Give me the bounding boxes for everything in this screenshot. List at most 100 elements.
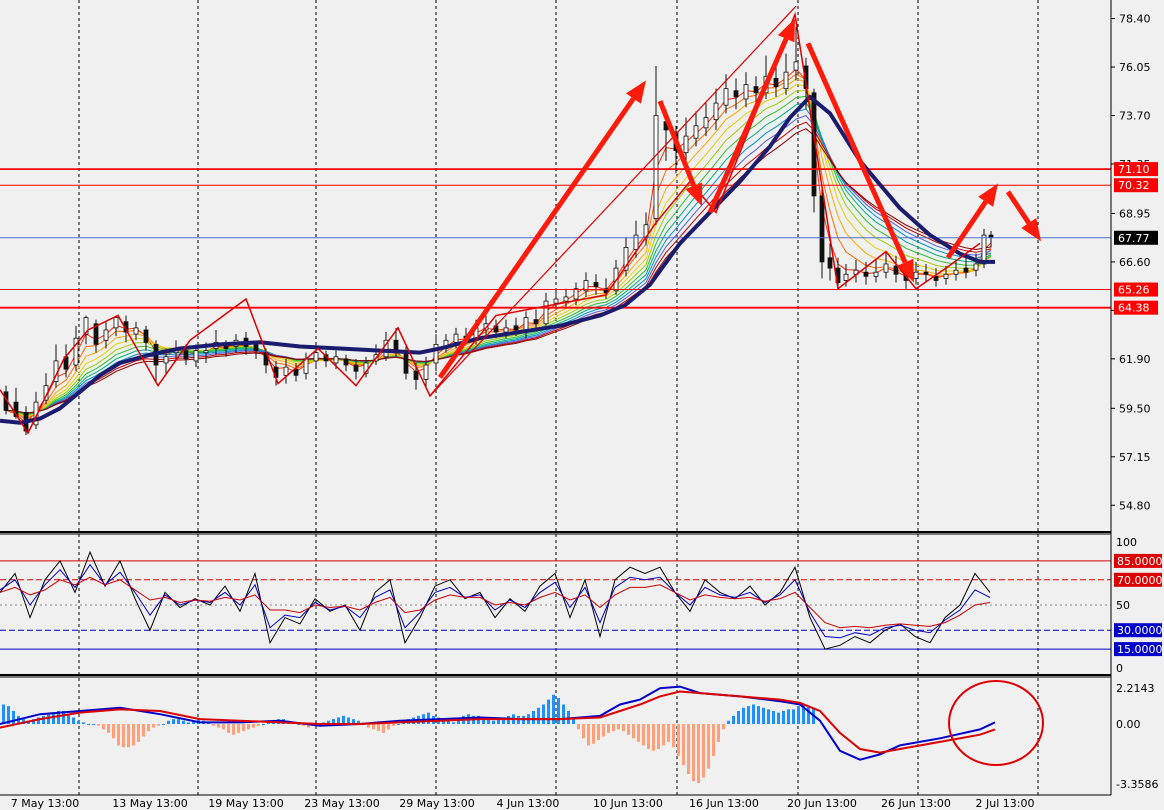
macd-bar [127, 724, 130, 748]
trend-channel-line [429, 5, 797, 397]
candle-body [533, 319, 539, 325]
oscillator-level-flag [1114, 642, 1162, 657]
macd-bar [722, 724, 725, 730]
macd-bar [387, 724, 390, 730]
macd-bar [302, 724, 305, 726]
candle-body [773, 77, 779, 88]
macd-bar [777, 712, 780, 724]
y-tick-label: 59.50 [1119, 402, 1151, 415]
candle-body [333, 356, 339, 364]
macd-bar [447, 720, 450, 724]
arrow-shaft [707, 37, 789, 214]
candle-body [883, 263, 889, 273]
macd-lines [0, 685, 996, 761]
candle-body [873, 271, 879, 277]
candle-body [513, 325, 519, 331]
x-tick-label: 7 May 13:00 [11, 797, 79, 810]
macd-bar [367, 724, 370, 728]
candle-body [203, 350, 209, 354]
macd-bar [332, 719, 335, 724]
macd-bar [267, 722, 270, 724]
macd-bar [257, 724, 260, 726]
oscillator-line [0, 550, 991, 650]
macd-bar [482, 717, 485, 724]
macd-bar [397, 724, 400, 725]
macd-bar [767, 709, 770, 724]
main-moving-average [0, 94, 995, 425]
macd-bar [157, 724, 160, 726]
price-flag-label: 70.32 [1118, 179, 1150, 192]
macd-bar [577, 724, 580, 730]
arrow-head [896, 258, 914, 283]
macd-bar [667, 724, 670, 742]
candles [3, 26, 994, 436]
macd-bar [682, 724, 685, 766]
candle-body [283, 366, 289, 376]
macd-bar [47, 714, 50, 724]
y-tick-label: 73.70 [1119, 109, 1151, 122]
price-flag-box [1114, 178, 1158, 193]
macd-bar [542, 704, 545, 724]
candle-body [193, 350, 199, 362]
oscillator-panel: 85.0000 70.0000 30.0000 15.0000 100 50 0 [0, 536, 1163, 675]
arrow-head [1021, 217, 1041, 242]
candle-body [743, 84, 749, 100]
y-tick-label: 61.90 [1119, 353, 1151, 366]
candle-body [573, 288, 579, 300]
macd-bar [37, 717, 40, 724]
macd-line [0, 690, 996, 754]
candle-body [73, 337, 79, 366]
candle-body [981, 234, 987, 265]
macd-tick-label: -3.3586 [1116, 778, 1158, 791]
candle-body [923, 271, 929, 275]
x-tick-label: 23 May 13:00 [304, 797, 379, 810]
candle-body [113, 317, 119, 329]
arrow-head [777, 18, 795, 43]
macd-bar [2, 704, 5, 724]
macd-bar [372, 724, 375, 730]
macd-bar [122, 724, 125, 748]
candle-body [253, 343, 259, 351]
macd-bar [232, 724, 235, 735]
macd-bar [152, 724, 155, 728]
candle-body [413, 370, 419, 380]
ribbon-line [5, 121, 992, 414]
macd-bar [797, 706, 800, 724]
candle-body [433, 343, 439, 364]
candle-body [953, 269, 959, 275]
oscillator-line [0, 576, 991, 629]
macd-bar [52, 712, 55, 724]
macd-bar [32, 719, 35, 724]
macd-bar [557, 697, 560, 724]
candle-body [83, 317, 89, 335]
candle-body [453, 333, 459, 343]
macd-bar [652, 724, 655, 751]
arrow-head [685, 182, 703, 207]
macd-bar [147, 724, 150, 732]
candle-body [703, 117, 709, 129]
macd-bar [297, 724, 300, 725]
candle-body [93, 323, 99, 345]
macd-panel: 2.2143 0.00 -3.3586 [0, 680, 1158, 791]
macd-bar [172, 719, 175, 724]
macd-bar [217, 724, 220, 728]
macd-bar [627, 724, 630, 735]
candle-body [543, 300, 549, 325]
macd-bar [97, 724, 100, 726]
macd-bar [187, 722, 190, 724]
candle-body [503, 327, 509, 333]
macd-bar [532, 710, 535, 724]
x-tick-label: 19 May 13:00 [208, 797, 283, 810]
x-tick-label: 20 Jun 13:00 [787, 797, 857, 810]
candle-body [13, 401, 19, 417]
macd-bar [737, 710, 740, 724]
candle-body [783, 71, 789, 90]
macd-bar [632, 724, 635, 739]
macd-bar [732, 715, 735, 724]
candle-body [793, 61, 799, 71]
macd-bar [742, 707, 745, 724]
macd-bar [752, 704, 755, 724]
macd-bar [237, 724, 240, 733]
price-flag-box [1114, 162, 1158, 177]
